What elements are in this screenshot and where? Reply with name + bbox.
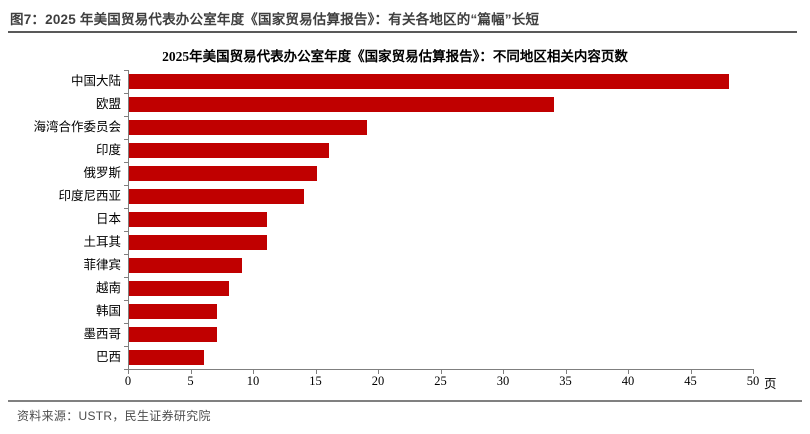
bar-13 [129, 350, 204, 365]
y-axis-tick [124, 185, 128, 186]
bar-9 [129, 258, 242, 273]
footer-divider [8, 400, 802, 402]
bar-10 [129, 281, 229, 296]
x-tick-label: 35 [559, 374, 572, 388]
bar-12 [129, 327, 217, 342]
x-tick-label: 5 [187, 374, 194, 388]
category-label: 海湾合作委员会 [33, 120, 121, 134]
y-axis-tick [124, 93, 128, 94]
x-axis-tick [690, 370, 692, 374]
x-axis-tick [315, 370, 317, 374]
y-axis-tick [124, 162, 128, 163]
x-axis-unit-label: 页 [764, 377, 777, 391]
x-tick-label: 10 [246, 374, 260, 388]
category-label: 欧盟 [95, 97, 121, 111]
category-label: 土耳其 [83, 235, 121, 249]
y-axis-tick [124, 323, 128, 324]
bar-6 [129, 189, 304, 204]
header-divider [8, 31, 797, 33]
x-axis-tick [128, 370, 129, 374]
bar-11 [129, 304, 217, 319]
source-note: 资料来源：USTR，民生证券研究院 [17, 409, 211, 423]
y-axis-tick [124, 208, 128, 209]
bar-4 [129, 143, 329, 158]
x-tick-label: 30 [496, 374, 510, 388]
bar-7 [129, 212, 267, 227]
x-axis-tick [253, 370, 254, 374]
x-tick-label: 40 [621, 374, 635, 388]
category-label: 印度尼西亚 [58, 189, 121, 203]
category-label: 菲律宾 [83, 258, 121, 272]
x-axis-tick [628, 370, 629, 374]
y-axis-tick [124, 300, 128, 301]
bar-5 [129, 166, 317, 181]
x-axis-tick [190, 370, 192, 374]
y-axis-tick [124, 116, 128, 117]
y-axis-tick [124, 346, 128, 347]
category-label: 俄罗斯 [83, 166, 121, 180]
category-label: 中国大陆 [70, 74, 121, 88]
bar-1 [129, 74, 729, 89]
x-tick-label: 15 [309, 374, 322, 388]
category-label: 巴西 [95, 350, 121, 364]
x-tick-label: 45 [684, 374, 697, 388]
y-axis-tick [124, 231, 128, 232]
category-label: 日本 [95, 212, 121, 226]
category-label: 韩国 [95, 304, 121, 318]
category-label: 墨西哥 [83, 327, 121, 341]
x-axis-tick [440, 370, 442, 374]
x-tick-label: 50 [746, 374, 760, 388]
category-label: 越南 [95, 281, 121, 295]
x-tick-label: 20 [371, 374, 385, 388]
x-axis-tick [378, 370, 379, 374]
x-tick-label: 25 [434, 374, 447, 388]
x-axis-tick [565, 370, 567, 374]
y-axis-tick [124, 277, 128, 278]
category-label: 印度 [95, 143, 121, 157]
x-tick-label: 0 [124, 374, 132, 388]
y-axis-tick [124, 369, 128, 370]
figure-title: 图7：2025 年美国贸易代表办公室年度《国家贸易估算报告》：有关各地区的“篇幅… [10, 12, 540, 27]
plot-area [124, 70, 754, 370]
bar-3 [129, 120, 367, 135]
y-axis-tick [124, 254, 128, 255]
bar-8 [129, 235, 267, 250]
x-axis-tick [753, 370, 754, 374]
y-axis-tick [124, 139, 128, 140]
bar-2 [129, 97, 554, 112]
y-axis-tick [124, 70, 128, 71]
chart-title: 2025年美国贸易代表办公室年度《国家贸易估算报告》：不同地区相关内容页数 [162, 49, 628, 64]
x-axis-tick [503, 370, 504, 374]
